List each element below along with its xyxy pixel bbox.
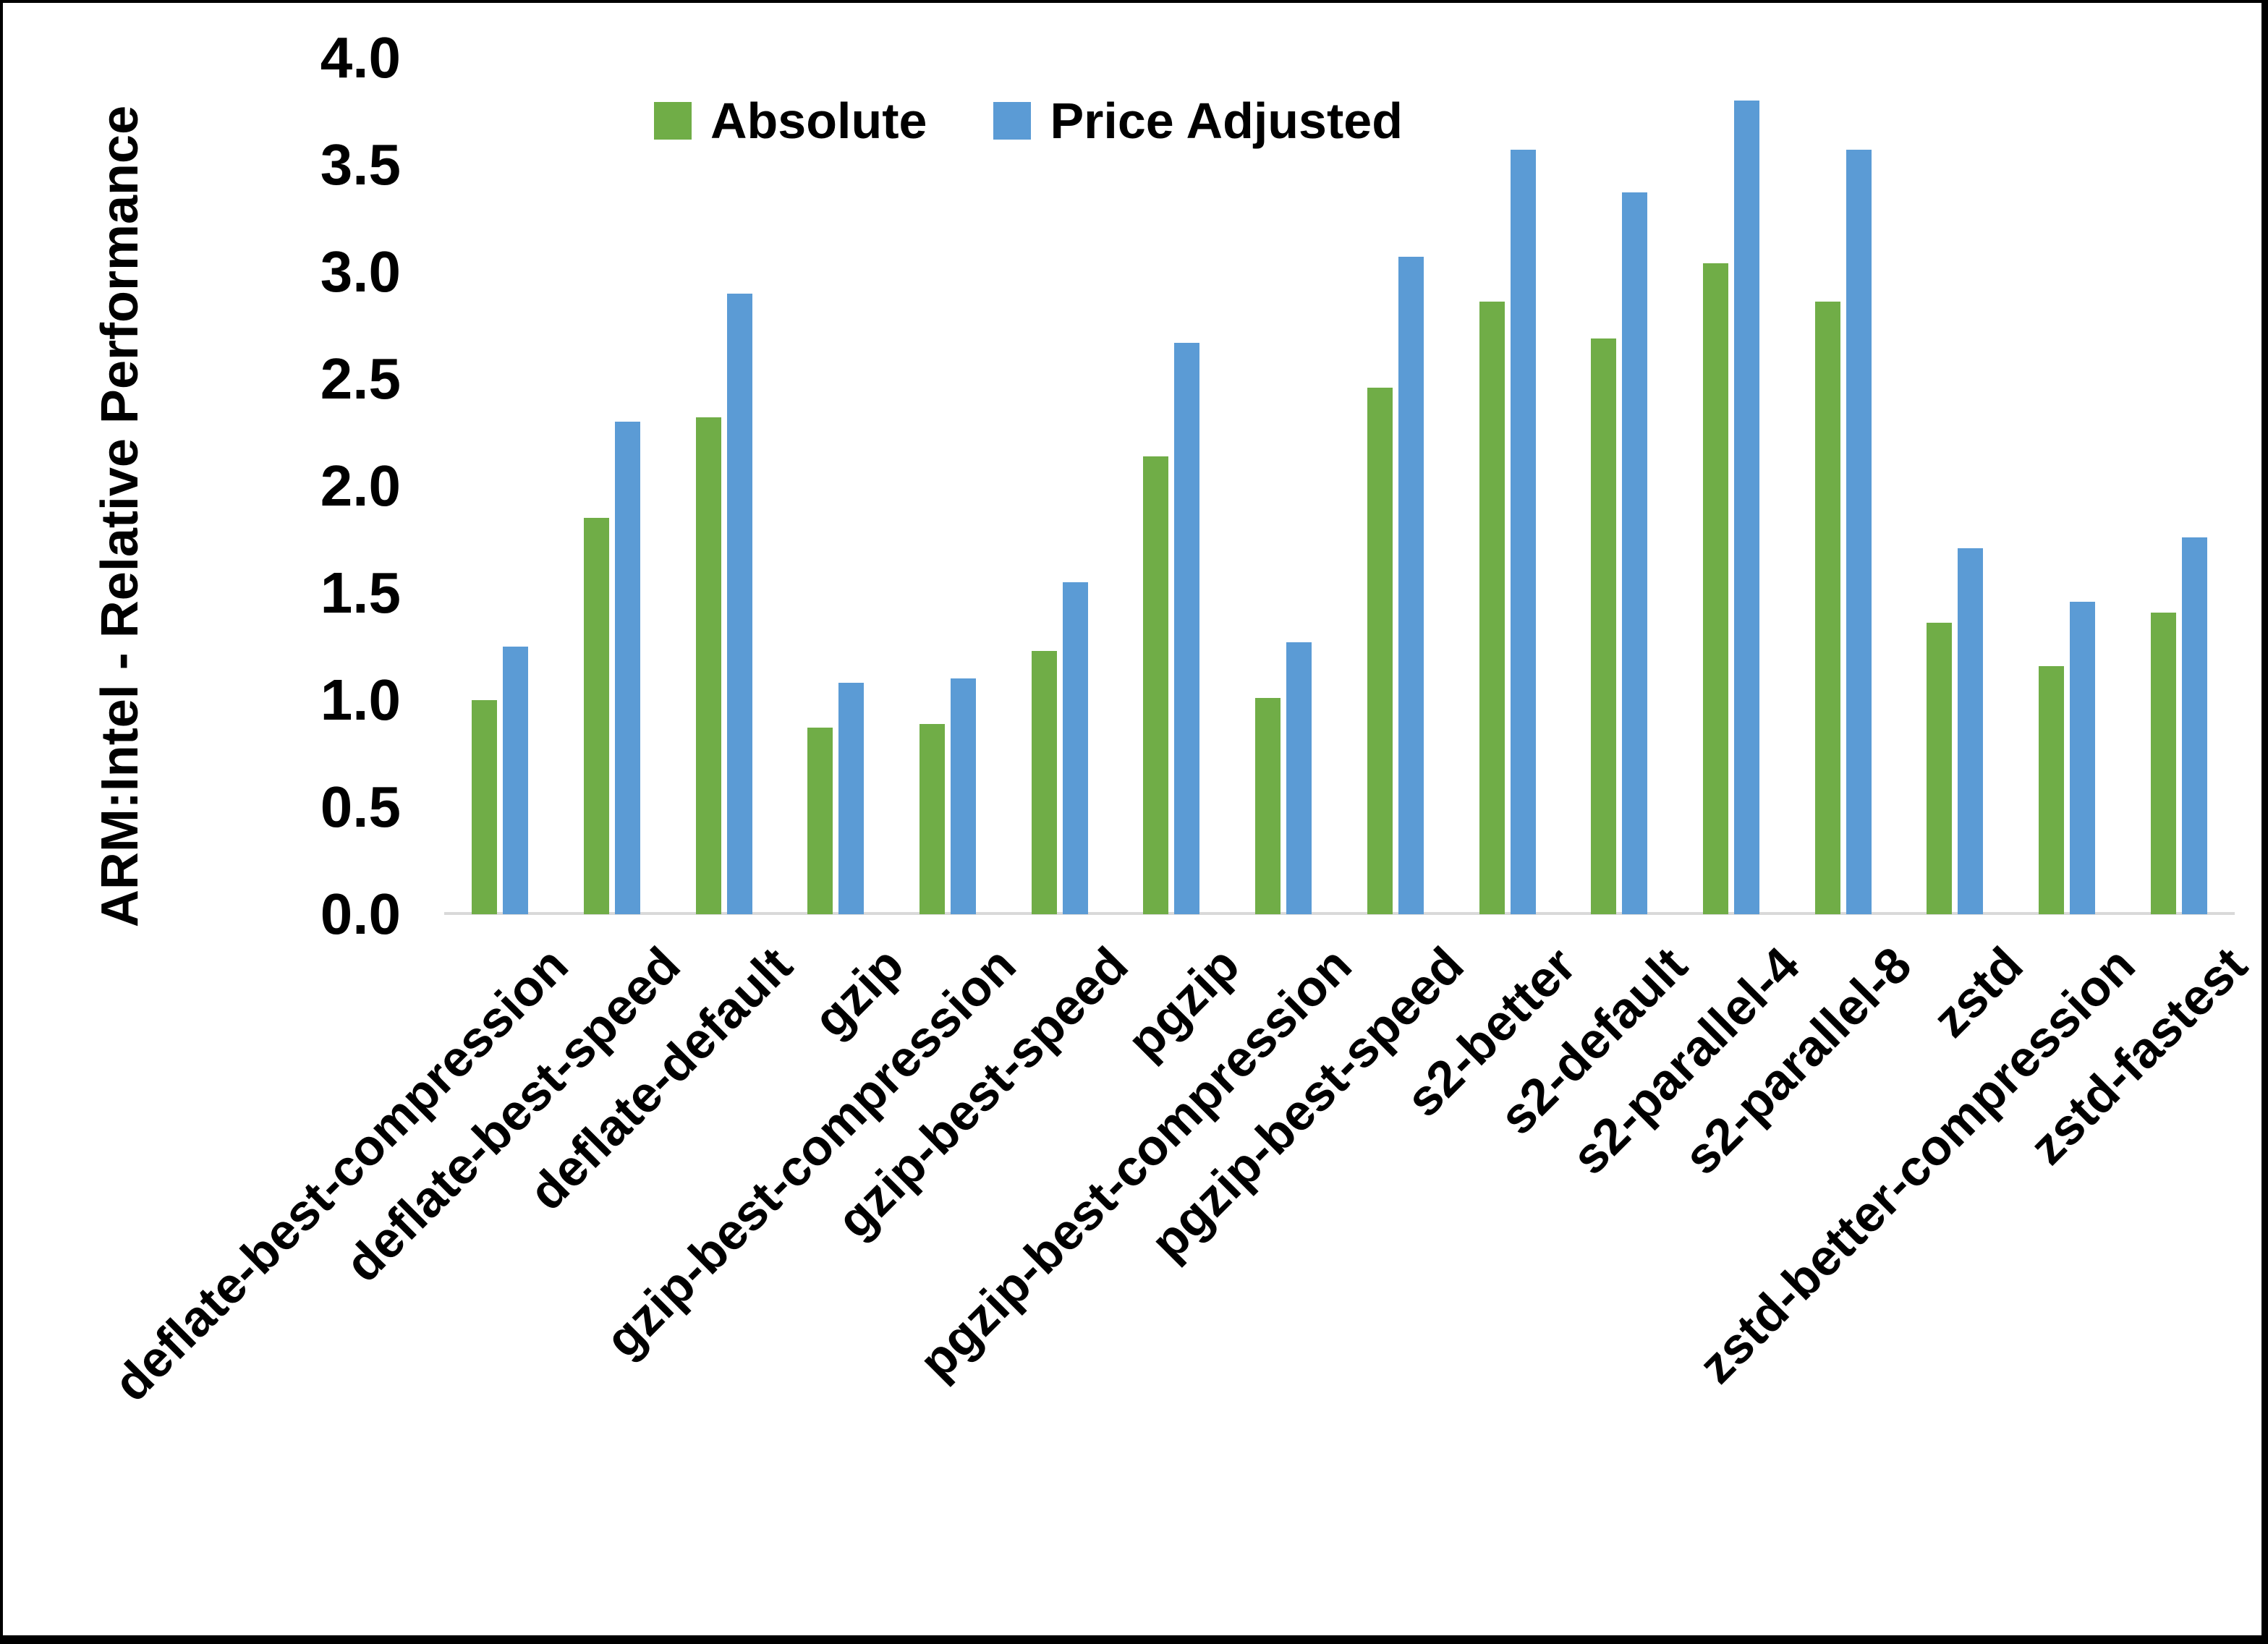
y-tick-label: 2.5: [320, 346, 401, 411]
y-tick-label: 1.0: [320, 668, 401, 732]
y-axis-title: ARM:Intel - Relative Performance: [91, 105, 149, 928]
bar-price-adjusted-zstd-better-compression: [2070, 602, 2095, 914]
bar-absolute-deflate-default: [696, 417, 721, 914]
bar-absolute-zstd-fastest: [2151, 613, 2176, 914]
bar-absolute-deflate-best-speed: [584, 518, 609, 914]
bar-absolute-zstd-better-compression: [2039, 666, 2064, 914]
x-axis-line: [444, 912, 2235, 915]
legend-swatch-price-adjusted-icon: [993, 102, 1032, 140]
bar-absolute-pgzip-best-compression: [1255, 698, 1280, 914]
bar-price-adjusted-pgzip-best-compression: [1286, 642, 1312, 914]
bar-absolute-gzip-best-speed: [1032, 651, 1057, 914]
bar-price-adjusted-zstd: [1958, 548, 1983, 914]
y-tick-label: 4.0: [320, 25, 401, 90]
bar-absolute-s2-parallel-4: [1703, 263, 1728, 914]
legend: Absolute Price Adjusted: [654, 95, 1403, 146]
y-tick-label: 0.5: [320, 775, 401, 839]
bar-price-adjusted-gzip-best-speed: [1063, 582, 1088, 914]
y-tick-label: 2.0: [320, 453, 401, 518]
bar-absolute-zstd: [1927, 623, 1952, 914]
legend-swatch-absolute-icon: [654, 102, 692, 140]
bar-price-adjusted-zstd-fastest: [2182, 537, 2207, 914]
bar-price-adjusted-pgzip-best-speed: [1398, 257, 1424, 914]
bar-price-adjusted-deflate-best-compression: [503, 647, 528, 914]
bar-absolute-s2-default: [1591, 338, 1616, 914]
bar-price-adjusted-gzip-best-compression: [951, 678, 976, 914]
bar-absolute-s2-parallel-8: [1815, 302, 1840, 914]
y-tick-label: 1.5: [320, 561, 401, 625]
bar-absolute-pgzip-best-speed: [1367, 388, 1393, 914]
y-tick-label: 3.5: [320, 132, 401, 197]
legend-label-absolute: Absolute: [710, 93, 927, 149]
bar-price-adjusted-s2-parallel-8: [1846, 150, 1872, 914]
bar-absolute-pgzip: [1143, 456, 1168, 914]
y-tick-label: 0.0: [320, 882, 401, 946]
bar-price-adjusted-deflate-default: [727, 294, 752, 914]
bar-price-adjusted-s2-parallel-4: [1734, 101, 1759, 914]
legend-item-price-adjusted: Price Adjusted: [993, 95, 1403, 146]
bar-price-adjusted-gzip: [838, 683, 864, 914]
y-tick-label: 3.0: [320, 239, 401, 304]
bar-absolute-deflate-best-compression: [472, 700, 497, 914]
bar-absolute-gzip: [807, 728, 833, 914]
bar-absolute-gzip-best-compression: [919, 724, 945, 914]
bar-price-adjusted-deflate-best-speed: [615, 422, 640, 914]
plot-area: ARM:Intel - Relative Performance Absolut…: [3, 3, 2261, 1635]
bar-price-adjusted-s2-default: [1622, 192, 1647, 914]
bar-price-adjusted-s2-better: [1511, 150, 1536, 914]
legend-label-price-adjusted: Price Adjusted: [1050, 93, 1403, 149]
bar-absolute-s2-better: [1479, 302, 1505, 914]
bar-price-adjusted-pgzip: [1174, 343, 1199, 914]
legend-item-absolute: Absolute: [654, 95, 927, 146]
